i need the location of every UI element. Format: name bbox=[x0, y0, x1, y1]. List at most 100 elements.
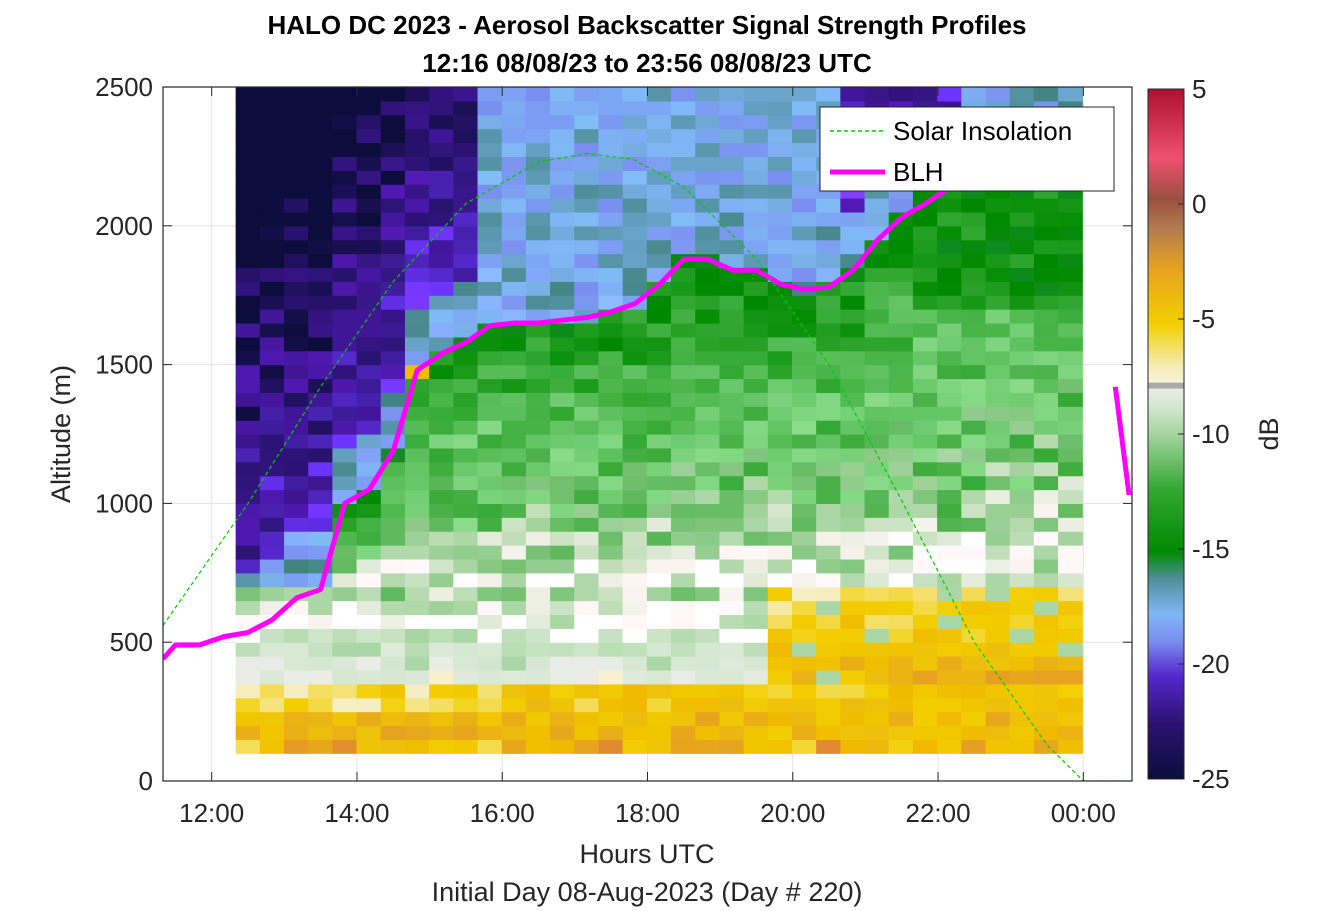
heatmap-cell bbox=[888, 239, 914, 255]
heatmap-cell bbox=[550, 489, 575, 504]
heatmap-cell bbox=[1058, 420, 1083, 435]
heatmap-cell bbox=[791, 336, 817, 352]
heatmap-cell bbox=[235, 336, 261, 352]
heatmap-cell bbox=[791, 309, 817, 324]
heatmap-cell bbox=[695, 170, 721, 185]
heatmap-cell bbox=[646, 170, 672, 185]
heatmap-cell bbox=[477, 725, 503, 740]
heatmap-cell bbox=[453, 309, 479, 324]
heatmap-cell bbox=[235, 461, 261, 477]
heatmap-cell bbox=[840, 350, 866, 366]
heatmap-cell bbox=[477, 656, 503, 671]
heatmap-cell bbox=[598, 447, 624, 463]
heatmap-cell bbox=[356, 558, 382, 574]
heatmap-cell bbox=[840, 267, 866, 282]
heatmap-cell bbox=[791, 614, 817, 629]
colorbar-ticks: 50-5-10-15-20-25 bbox=[1178, 74, 1230, 794]
heatmap-cell bbox=[719, 322, 745, 338]
heatmap-cell bbox=[284, 253, 309, 269]
heatmap-cell bbox=[767, 669, 793, 685]
heatmap-cell bbox=[719, 461, 745, 477]
heatmap-cell bbox=[671, 336, 696, 352]
heatmap-cell bbox=[816, 558, 841, 574]
heatmap-cell bbox=[453, 253, 479, 269]
y-tick-label: 1500 bbox=[95, 350, 153, 380]
heatmap-cell bbox=[1033, 364, 1059, 380]
heatmap-cell bbox=[284, 656, 309, 671]
heatmap-cell bbox=[985, 572, 1011, 588]
heatmap-cell bbox=[695, 420, 721, 435]
heatmap-cell bbox=[404, 184, 430, 199]
heatmap-cell bbox=[404, 642, 430, 657]
heatmap-cell bbox=[937, 697, 962, 713]
heatmap-cell bbox=[646, 100, 672, 116]
heatmap-cell bbox=[791, 211, 817, 227]
heatmap-cell bbox=[816, 420, 841, 435]
heatmap-cell bbox=[453, 697, 479, 713]
heatmap-cell bbox=[671, 322, 696, 338]
heatmap-cell bbox=[550, 725, 575, 740]
heatmap-cell bbox=[550, 669, 575, 685]
heatmap-cell bbox=[840, 531, 866, 546]
heatmap-cell bbox=[550, 142, 575, 157]
heatmap-cell bbox=[791, 253, 817, 269]
heatmap-cell bbox=[404, 628, 430, 643]
heatmap-cell bbox=[308, 489, 333, 504]
heatmap-cell bbox=[743, 156, 769, 171]
heatmap-cell bbox=[259, 128, 285, 144]
heatmap-cell bbox=[961, 586, 987, 602]
heatmap-cell bbox=[356, 142, 382, 157]
heatmap-cell bbox=[284, 572, 309, 588]
heatmap-cell bbox=[961, 364, 987, 380]
heatmap-cell bbox=[429, 614, 454, 629]
heatmap-cell bbox=[574, 461, 600, 477]
heatmap-cell bbox=[646, 239, 672, 255]
heatmap-cell bbox=[864, 642, 890, 657]
heatmap-cell bbox=[356, 211, 382, 227]
heatmap-cell bbox=[671, 600, 696, 616]
heatmap-cell bbox=[791, 517, 817, 532]
heatmap-cell bbox=[308, 614, 333, 629]
heatmap-cell bbox=[429, 683, 454, 699]
heatmap-cell bbox=[332, 114, 358, 130]
heatmap-cell bbox=[501, 558, 527, 574]
heatmap-cell bbox=[598, 184, 624, 199]
heatmap-cell bbox=[380, 378, 406, 393]
heatmap-cell bbox=[961, 267, 987, 282]
heatmap-cell bbox=[671, 517, 696, 532]
heatmap-cell bbox=[404, 558, 430, 574]
heatmap-cell bbox=[864, 545, 890, 560]
heatmap-cell bbox=[550, 600, 575, 616]
heatmap-cell bbox=[259, 475, 285, 491]
heatmap-cell bbox=[622, 378, 648, 393]
heatmap-cell bbox=[1058, 350, 1083, 366]
heatmap-cell bbox=[477, 142, 503, 157]
heatmap-cell bbox=[308, 697, 333, 713]
heatmap-cell bbox=[646, 128, 672, 144]
heatmap-cell bbox=[743, 531, 769, 546]
heatmap-cell bbox=[1033, 434, 1059, 449]
heatmap-cell bbox=[743, 100, 769, 116]
heatmap-cell bbox=[550, 406, 575, 421]
heatmap-cell bbox=[477, 100, 503, 116]
heatmap-cell bbox=[1058, 475, 1083, 491]
heatmap-cell bbox=[719, 614, 745, 629]
heatmap-cell bbox=[404, 697, 430, 713]
heatmap-cell bbox=[501, 128, 527, 144]
heatmap-cell bbox=[1009, 739, 1035, 754]
heatmap-cell bbox=[695, 697, 721, 713]
heatmap-cell bbox=[1033, 572, 1059, 588]
heatmap-cell bbox=[961, 198, 987, 213]
heatmap-cell bbox=[912, 336, 938, 352]
heatmap-cell bbox=[888, 434, 914, 449]
heatmap-cell bbox=[888, 642, 914, 657]
heatmap-cell bbox=[550, 211, 575, 227]
series-lines bbox=[163, 153, 1132, 781]
heatmap-cell bbox=[598, 378, 624, 393]
heatmap-cell bbox=[429, 100, 454, 116]
heatmap-cell bbox=[332, 558, 358, 574]
heatmap-cell bbox=[501, 586, 527, 602]
heatmap-cell bbox=[888, 656, 914, 671]
heatmap-cell bbox=[816, 531, 841, 546]
heatmap-cell bbox=[767, 614, 793, 629]
